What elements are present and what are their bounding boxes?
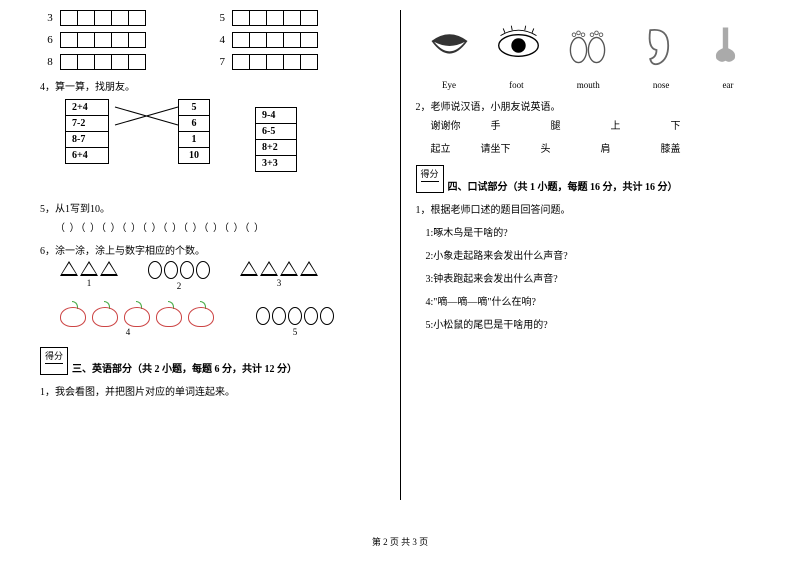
cn-word: 谢谢你 <box>431 117 491 132</box>
oral-q: 5:小松鼠的尾巴是干啥用的? <box>426 316 761 331</box>
cn-row-2: 起立 请坐下 头 肩 膝盖 <box>431 140 761 155</box>
match-col-b: 5 6 1 10 <box>178 99 210 164</box>
word: mouth <box>577 80 600 90</box>
match-col-a: 2+4 7-2 8-7 6+4 <box>65 99 109 164</box>
mouth-icon <box>427 23 472 68</box>
apple-icon <box>92 301 120 327</box>
match-cell: 9-4 <box>256 108 296 124</box>
apple-row <box>60 301 216 327</box>
box-label: 4 <box>212 34 232 46</box>
worksheet-page: 3 5 6 4 8 7 <box>0 0 800 530</box>
word: nose <box>653 80 670 90</box>
match-cell: 3+3 <box>256 156 296 171</box>
score-box: 得分 <box>416 165 444 193</box>
right-column: Eye foot mouth nose ear 2，老师说汉语，小朋友说英语。 … <box>400 10 761 500</box>
match-cell: 8-7 <box>66 132 108 148</box>
box-label: 6 <box>40 34 60 46</box>
match-cell: 2+4 <box>66 100 108 116</box>
nose-icon <box>703 23 748 68</box>
section3-title: 三、英语部分（共 2 小题，每题 6 分，共计 12 分） <box>72 360 297 375</box>
match-cell: 7-2 <box>66 116 108 132</box>
match-cell: 5 <box>179 100 209 116</box>
oral-q: 2:小象走起路来会发出什么声音? <box>426 247 761 262</box>
box-group <box>232 32 318 48</box>
score-box: 得分 <box>40 347 68 375</box>
section4-header: 得分 四、口试部分（共 1 小题，每题 16 分，共计 16 分） <box>416 165 761 193</box>
triangle-group <box>60 261 118 276</box>
apple-icon <box>60 301 88 327</box>
word: Eye <box>442 80 456 90</box>
match-cell: 8+2 <box>256 140 296 156</box>
match-cell: 10 <box>179 148 209 163</box>
box-label: 3 <box>40 12 60 24</box>
cn-word: 起立 <box>431 140 481 155</box>
q4-label: 4，算一算，找朋友。 <box>40 78 385 93</box>
box-row: 8 7 <box>40 54 385 70</box>
box-label: 5 <box>212 12 232 24</box>
shape-num: 5 <box>293 327 298 337</box>
score-label: 得分 <box>45 351 63 361</box>
match-cell: 1 <box>179 132 209 148</box>
shape-row-1: 1 2 3 <box>60 261 385 291</box>
cn-word: 头 <box>541 140 601 155</box>
cn-word: 腿 <box>551 117 611 132</box>
word: ear <box>722 80 733 90</box>
match-cell: 6 <box>179 116 209 132</box>
oval-group <box>256 307 334 325</box>
box-label: 8 <box>40 56 60 68</box>
shape-num: 3 <box>277 278 282 288</box>
sec3-q1: 1，我会看图，并把图片对应的单词连起来。 <box>40 383 385 398</box>
match-cell: 6+4 <box>66 148 108 163</box>
oral-q: 1:啄木鸟是干啥的? <box>426 224 761 239</box>
section4-title: 四、口试部分（共 1 小题，每题 16 分，共计 16 分） <box>448 178 678 193</box>
sec4-q0: 1，根据老师口述的题目回答问题。 <box>416 201 761 216</box>
page-footer: 第 2 页 共 3 页 <box>0 530 800 548</box>
apple-icon <box>124 301 152 327</box>
cn-word: 手 <box>491 117 551 132</box>
word: foot <box>509 80 524 90</box>
apple-icon <box>188 301 216 327</box>
q5-label: 5，从1写到10。 <box>40 200 385 215</box>
right-q2-label: 2，老师说汉语，小朋友说英语。 <box>416 98 761 113</box>
cn-row-1: 谢谢你 手 腿 上 下 <box>431 117 761 132</box>
box-group <box>232 54 318 70</box>
shape-num: 1 <box>87 278 92 288</box>
cn-word: 请坐下 <box>481 140 541 155</box>
oval-group <box>148 261 210 279</box>
cn-word: 下 <box>671 117 731 132</box>
box-group <box>232 10 318 26</box>
eye-icon <box>496 23 541 68</box>
match-cell: 6-5 <box>256 124 296 140</box>
box-group <box>60 32 146 48</box>
q5-parens: （ ）（ ）（ ）（ ）（ ）（ ）（ ）（ ）（ ）（ ） <box>55 219 385 234</box>
body-parts-row <box>416 15 761 75</box>
box-group <box>60 54 146 70</box>
shape-num: 2 <box>177 281 182 291</box>
section3-header: 得分 三、英语部分（共 2 小题，每题 6 分，共计 12 分） <box>40 347 385 375</box>
cn-word: 上 <box>611 117 671 132</box>
score-label: 得分 <box>421 169 439 179</box>
feet-icon <box>565 23 610 68</box>
oral-q: 4:"嘀—嘀—嘀"什么在响? <box>426 293 761 308</box>
ear-icon <box>634 23 679 68</box>
match-area: 2+4 7-2 8-7 6+4 5 6 1 10 9-4 6-5 8+2 3+3 <box>60 97 385 192</box>
q6-label: 6，涂一涂，涂上与数字相应的个数。 <box>40 242 385 257</box>
cn-word: 膝盖 <box>661 140 721 155</box>
box-row: 6 4 <box>40 32 385 48</box>
left-column: 3 5 6 4 8 7 <box>40 10 400 500</box>
apple-icon <box>156 301 184 327</box>
english-words: Eye foot mouth nose ear <box>416 80 761 90</box>
cn-word: 肩 <box>601 140 661 155</box>
oral-q: 3:钟表跑起来会发出什么声音? <box>426 270 761 285</box>
triangle-group <box>240 261 318 276</box>
box-label: 7 <box>212 56 232 68</box>
shape-num: 4 <box>126 327 131 337</box>
match-col-c: 9-4 6-5 8+2 3+3 <box>255 107 297 172</box>
box-group <box>60 10 146 26</box>
box-row: 3 5 <box>40 10 385 26</box>
